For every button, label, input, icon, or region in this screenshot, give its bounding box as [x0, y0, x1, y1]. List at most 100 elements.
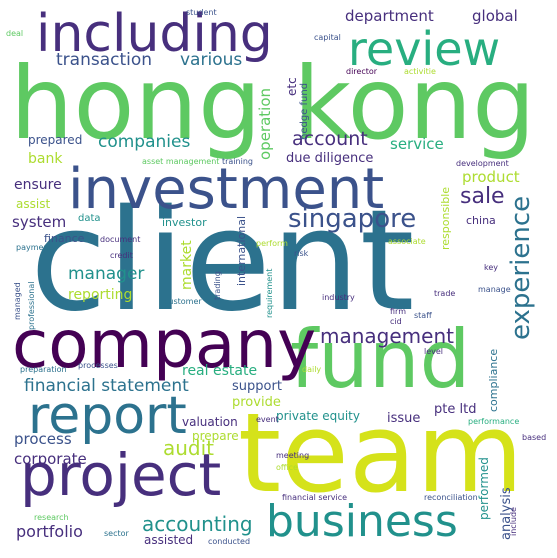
word-compliance: compliance — [487, 348, 500, 412]
word-manager: manager — [68, 264, 145, 284]
word-customer: customer — [164, 297, 202, 306]
word-investor: investor — [162, 216, 207, 229]
word-various: various — [180, 50, 243, 70]
word-credit: credit — [110, 251, 133, 260]
word-etc: etc — [285, 77, 299, 96]
word-ensure: ensure — [14, 177, 62, 193]
word-portfolio: portfolio — [16, 522, 83, 541]
word-include: include — [509, 507, 518, 536]
word-manage: manage — [478, 285, 511, 294]
word-sector: sector — [104, 529, 129, 538]
word-private-equity: private equity — [276, 409, 360, 423]
word-transaction: transaction — [56, 50, 153, 70]
word-singapore: singapore — [288, 204, 417, 234]
word-company: company — [12, 306, 317, 383]
word-fund: fund — [290, 313, 471, 406]
word-review: review — [348, 22, 501, 76]
word-trading: trading — [213, 271, 222, 300]
word-risk: risk — [294, 249, 309, 258]
word-director: director — [346, 67, 378, 76]
word-preparation: preparation — [20, 365, 67, 374]
word-cid: cid — [390, 317, 402, 326]
word-development: development — [456, 159, 509, 168]
word-level: level — [424, 347, 444, 356]
word-finance: finance — [44, 232, 85, 245]
word-reporting: reporting — [68, 287, 133, 303]
word-business: business — [266, 496, 458, 547]
word-provide: provide — [232, 395, 281, 410]
word-prepare: prepare — [192, 429, 239, 443]
word-processes: processes — [78, 361, 118, 370]
word-responsible: responsible — [439, 186, 452, 250]
word-issue: issue — [387, 411, 421, 426]
word-real-estate: real estate — [182, 363, 258, 379]
word-conducted: conducted — [208, 537, 251, 546]
word-financial-service: financial service — [282, 493, 348, 502]
word-asset-management: asset management — [142, 157, 220, 166]
word-sale: sale — [460, 184, 505, 209]
word-assisted: assisted — [144, 533, 194, 547]
word-product: product — [462, 168, 520, 186]
word-capital: capital — [314, 33, 341, 42]
word-daily: daily — [302, 365, 322, 374]
word-hedge-fund: hedge fund — [299, 82, 310, 140]
word-meeting: meeting — [276, 451, 310, 460]
word-team: team — [238, 389, 524, 517]
word-perform: perform — [256, 239, 288, 248]
word-service: service — [390, 135, 444, 153]
word-office: office — [276, 463, 298, 472]
word-market: market — [179, 240, 195, 290]
word-performance: performance — [468, 417, 520, 426]
word-department: department — [345, 7, 434, 25]
word-performed: performed — [477, 457, 491, 520]
word-china: china — [466, 214, 496, 227]
word-training: training — [222, 157, 253, 166]
word-process: process — [14, 430, 72, 448]
word-system: system — [12, 213, 67, 231]
word-including: including — [36, 4, 273, 64]
word-investment: investment — [68, 157, 385, 222]
word-due-diligence: due diligence — [286, 151, 374, 166]
word-client: client — [30, 180, 415, 343]
word-companies: companies — [98, 132, 191, 152]
word-trade: trade — [434, 289, 456, 298]
word-account: account — [292, 128, 368, 150]
word-experience: experience — [506, 195, 536, 340]
word-hong-kong: hong kong — [10, 45, 536, 162]
word-prepared: prepared — [28, 133, 83, 147]
word-based: based — [522, 433, 547, 442]
word-international: international — [235, 215, 248, 286]
word-global: global — [472, 7, 518, 25]
word-research: research — [34, 513, 69, 522]
word-valuation: valuation — [182, 415, 238, 429]
word-deal: deal — [6, 29, 24, 38]
word-project: project — [20, 441, 222, 509]
word-student: student — [186, 8, 217, 17]
word-staff: staff — [414, 311, 432, 320]
word-event: event — [256, 415, 279, 424]
word-firm: firm — [390, 307, 406, 316]
word-reconciliation: reconciliation — [424, 493, 478, 502]
word-accounting: accounting — [142, 512, 253, 536]
word-pte-ltd: pte ltd — [434, 402, 477, 417]
word-bank: bank — [28, 151, 63, 167]
word-management: management — [320, 324, 454, 348]
word-requirement: requirement — [265, 268, 274, 318]
word-professional: professional — [27, 281, 36, 330]
word-data: data — [78, 213, 101, 224]
word-activitie: activitie — [404, 67, 436, 76]
word-support: support — [232, 379, 282, 394]
word-corporate: corporate — [14, 450, 87, 468]
word-key: key — [484, 263, 499, 272]
word-operation: operation — [256, 87, 274, 160]
word-audit: audit — [163, 436, 215, 460]
word-industry: industry — [322, 293, 355, 302]
word-assist: assist — [16, 197, 51, 211]
word-managed: managed — [13, 282, 22, 320]
word-report: report — [28, 386, 187, 446]
word-document: document — [100, 235, 141, 244]
word-associate: associate — [388, 237, 426, 246]
word-financial-statement: financial statement — [24, 376, 189, 396]
word-payment: payment — [16, 243, 52, 252]
